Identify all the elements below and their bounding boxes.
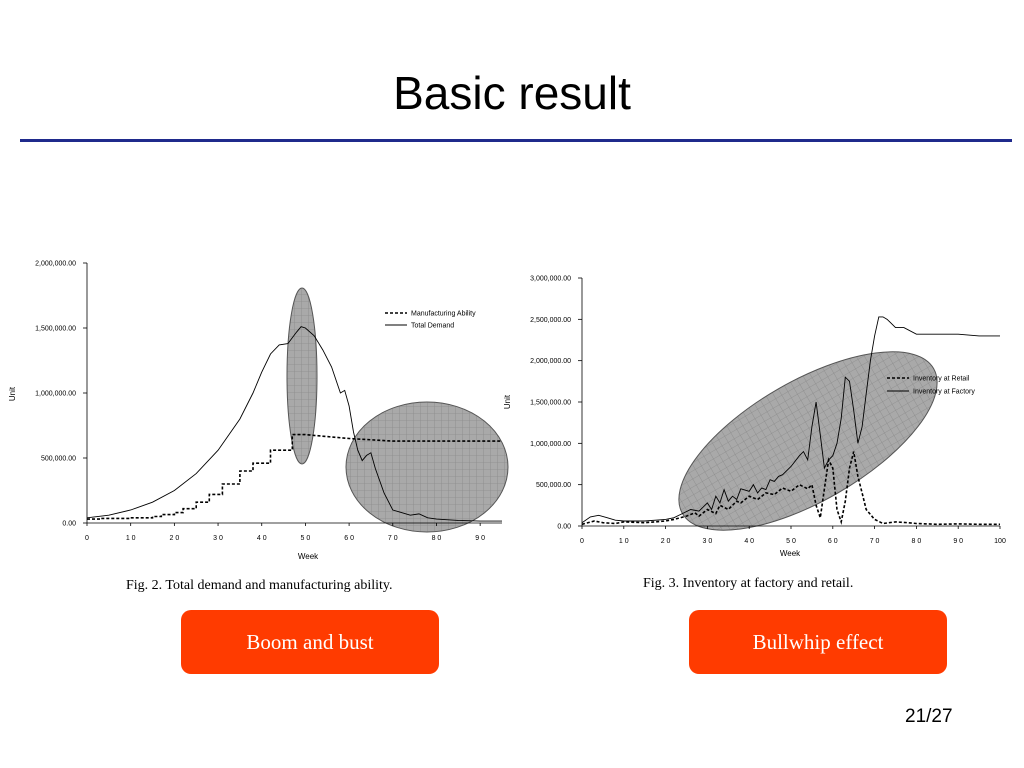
y-tick-label: 3,000,000.00 — [530, 276, 571, 283]
x-axis-label: Week — [298, 552, 319, 561]
page-number: 21/27 — [905, 706, 953, 727]
x-tick-label: 9 0 — [953, 538, 963, 545]
bust-highlight-ellipse — [345, 401, 509, 533]
y-tick-label: 500,000.00 — [536, 482, 571, 489]
title-rule — [20, 139, 1012, 142]
y-axis-label: Unit — [503, 394, 512, 409]
figure-2-caption: Fig. 2. Total demand and manufacturing a… — [126, 578, 393, 593]
legend-label: Inventory at Factory — [913, 389, 975, 396]
series-line-total-demand — [86, 326, 502, 522]
y-tick-label: 1,500,000.00 — [530, 400, 571, 407]
y-tick-label: 2,500,000.00 — [530, 317, 571, 324]
bullwhip-highlight-ellipse — [678, 351, 938, 531]
x-tick-label: 5 0 — [786, 538, 796, 545]
slide-title: Basic result — [393, 67, 631, 119]
series-line-inventory-at-retail — [581, 451, 1000, 526]
y-tick-label: 500,000.00 — [41, 456, 76, 463]
x-tick-label: 1 0 — [126, 535, 136, 542]
x-tick-label: 100 — [994, 538, 1006, 545]
x-tick-label: 6 0 — [828, 538, 838, 545]
figure-3-caption: Fig. 3. Inventory at factory and retail. — [643, 576, 854, 591]
x-tick-label: 0 — [580, 538, 584, 545]
legend: Manufacturing Ability Total Demand — [385, 311, 476, 330]
x-tick-label: 3 0 — [213, 535, 223, 542]
x-tick-label: 1 0 — [619, 538, 629, 545]
x-tick-label: 3 0 — [703, 538, 713, 545]
x-axis-label: Week — [780, 549, 801, 558]
legend-label: Total Demand — [411, 323, 454, 330]
total-demand-chart: 0.00 500,000.00 1,000,000.00 1,500,000.00 2,… — [8, 261, 509, 561]
x-tick-label: 4 0 — [257, 535, 267, 542]
y-axis-label: Unit — [8, 386, 17, 401]
x-tick-label: 0 — [85, 535, 89, 542]
y-tick-label: 0.00 — [557, 524, 571, 531]
series-line-manufacturing-ability — [87, 433, 502, 520]
y-tick-label: 2,000,000.00 — [530, 358, 571, 365]
legend-label: Inventory at Retail — [913, 376, 970, 383]
x-tick-label: 5 0 — [301, 535, 311, 542]
y-tick-label: 2,000,000.00 — [35, 261, 76, 268]
x-tick-label: 4 0 — [744, 538, 754, 545]
highlight-ellipses — [678, 351, 938, 531]
inventory-chart: 0.00 500,000.00 1,000,000.00 1,500,000.00 2,… — [503, 276, 1006, 559]
legend-label: Manufacturing Ability — [411, 311, 476, 318]
y-tick-label: 1,500,000.00 — [35, 326, 76, 333]
x-tick-label: 6 0 — [344, 535, 354, 542]
x-tick-label: 9 0 — [475, 535, 485, 542]
x-tick-label: 8 0 — [432, 535, 442, 542]
x-tick-label: 2 0 — [170, 535, 180, 542]
y-tick-label: 0.00 — [62, 521, 76, 528]
boom-and-bust-button[interactable]: Boom and bust — [181, 610, 439, 674]
x-tick-label: 7 0 — [870, 538, 880, 545]
y-tick-label: 1,000,000.00 — [530, 441, 571, 448]
bullwhip-effect-button[interactable]: Bullwhip effect — [689, 610, 947, 674]
x-tick-label: 7 0 — [388, 535, 398, 542]
x-tick-label: 8 0 — [912, 538, 922, 545]
y-tick-label: 1,000,000.00 — [35, 391, 76, 398]
legend: Inventory at Retail Inventory at Factory — [887, 376, 975, 396]
x-tick-label: 2 0 — [661, 538, 671, 545]
series-line-inventory-at-factory — [581, 316, 1000, 524]
